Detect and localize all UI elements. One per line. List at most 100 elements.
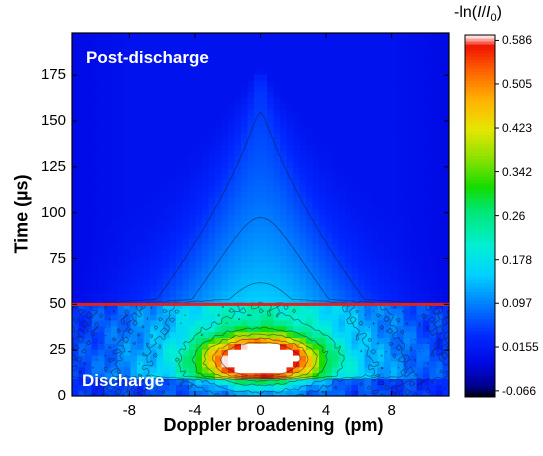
heatmap-cell (189, 62, 197, 69)
heatmap-cell (312, 325, 320, 333)
heatmap-cell (182, 220, 190, 227)
heatmap-cell (273, 249, 281, 257)
heatmap-cell (429, 208, 437, 216)
heatmap-cell (98, 267, 106, 274)
heatmap-cell (150, 126, 158, 134)
heatmap-cell (254, 155, 262, 163)
colorbar-segment (465, 219, 495, 223)
heatmap-cell (332, 314, 340, 321)
heatmap-cell (124, 109, 132, 116)
heatmap-cell (312, 226, 320, 233)
heatmap-cell (98, 155, 106, 163)
heatmap-cell (377, 290, 385, 298)
heatmap-cell (72, 214, 80, 221)
heatmap-cell (332, 155, 340, 163)
heatmap-cell (299, 261, 307, 268)
heatmap-cell (163, 384, 171, 391)
heatmap-cell (241, 173, 249, 180)
heatmap-cell (85, 173, 93, 180)
heatmap-cell (150, 226, 158, 233)
heatmap-cell (306, 167, 314, 175)
heatmap-cell (176, 284, 184, 292)
heatmap-cell (202, 261, 210, 268)
heatmap-cell (143, 126, 151, 134)
heatmap-cell (312, 308, 320, 315)
heatmap-cell (312, 355, 320, 362)
heatmap-cell (182, 161, 190, 169)
heatmap-cell (384, 237, 392, 245)
heatmap-cell (345, 114, 353, 122)
heatmap-cell (130, 290, 138, 298)
heatmap-cell (273, 366, 281, 374)
heatmap-cell (403, 173, 411, 180)
heatmap-cell (85, 73, 93, 81)
heatmap-cell (371, 185, 379, 192)
colorbar-segment (465, 74, 495, 78)
heatmap-cell (267, 208, 275, 216)
heatmap-cell (137, 56, 145, 63)
colorbar-segment (465, 261, 495, 265)
heatmap-cell (221, 126, 229, 134)
heatmap-cell (208, 103, 216, 110)
heatmap-cell (195, 284, 203, 292)
heatmap-cell (234, 226, 242, 233)
heatmap-cell (182, 325, 190, 333)
heatmap-cell (286, 314, 294, 321)
heatmap-cell (345, 38, 353, 46)
heatmap-cell (215, 349, 223, 356)
heatmap-cell (124, 56, 132, 63)
heatmap-cell (241, 126, 249, 134)
heatmap-cell (215, 384, 223, 391)
heatmap-cell (403, 355, 411, 362)
heatmap-cell (442, 372, 449, 380)
heatmap-cell (254, 50, 262, 58)
heatmap-cell (98, 120, 106, 128)
heatmap-cell (111, 314, 119, 321)
colorbar-tick-label: 0.26 (502, 208, 526, 223)
heatmap-cell (280, 97, 288, 104)
heatmap-cell (150, 337, 158, 344)
heatmap-cell (156, 173, 164, 180)
heatmap-cell (228, 343, 236, 350)
heatmap-cell (98, 278, 106, 286)
heatmap-cell (104, 237, 112, 245)
heatmap-cell (332, 109, 340, 116)
heatmap-cell (104, 308, 112, 315)
heatmap-cell (397, 232, 405, 239)
heatmap-cell (332, 56, 340, 63)
heatmap-cell (169, 144, 177, 151)
heatmap-cell (390, 173, 398, 180)
heatmap-cell (286, 33, 294, 40)
heatmap-cell (351, 73, 359, 81)
heatmap-cell (332, 261, 340, 268)
heatmap-cell (85, 290, 93, 298)
heatmap-cell (351, 202, 359, 210)
heatmap-cell (299, 226, 307, 233)
heatmap-cell (137, 261, 145, 268)
heatmap-cell (111, 155, 119, 163)
heatmap-cell (72, 50, 80, 58)
heatmap-cell (247, 296, 255, 303)
heatmap-cell (397, 261, 405, 268)
heatmap-cell (215, 372, 223, 380)
heatmap-cell (280, 173, 288, 180)
heatmap-cell (254, 220, 262, 227)
heatmap-cell (429, 360, 437, 368)
heatmap-cell (293, 191, 301, 198)
heatmap-cell (377, 167, 385, 175)
heatmap-cell (390, 232, 398, 239)
heatmap-cell (280, 360, 288, 368)
heatmap-cell (299, 73, 307, 81)
heatmap-cell (351, 314, 359, 321)
heatmap-cell (117, 202, 125, 210)
heatmap-cell (377, 384, 385, 391)
heatmap-cell (208, 331, 216, 339)
heatmap-cell (202, 296, 210, 303)
heatmap-cell (111, 325, 119, 333)
heatmap-cell (429, 38, 437, 46)
heatmap-cell (137, 85, 145, 93)
heatmap-cell (111, 44, 119, 52)
heatmap-cell (163, 208, 171, 216)
heatmap-cell (364, 62, 372, 69)
heatmap-cell (358, 319, 366, 327)
